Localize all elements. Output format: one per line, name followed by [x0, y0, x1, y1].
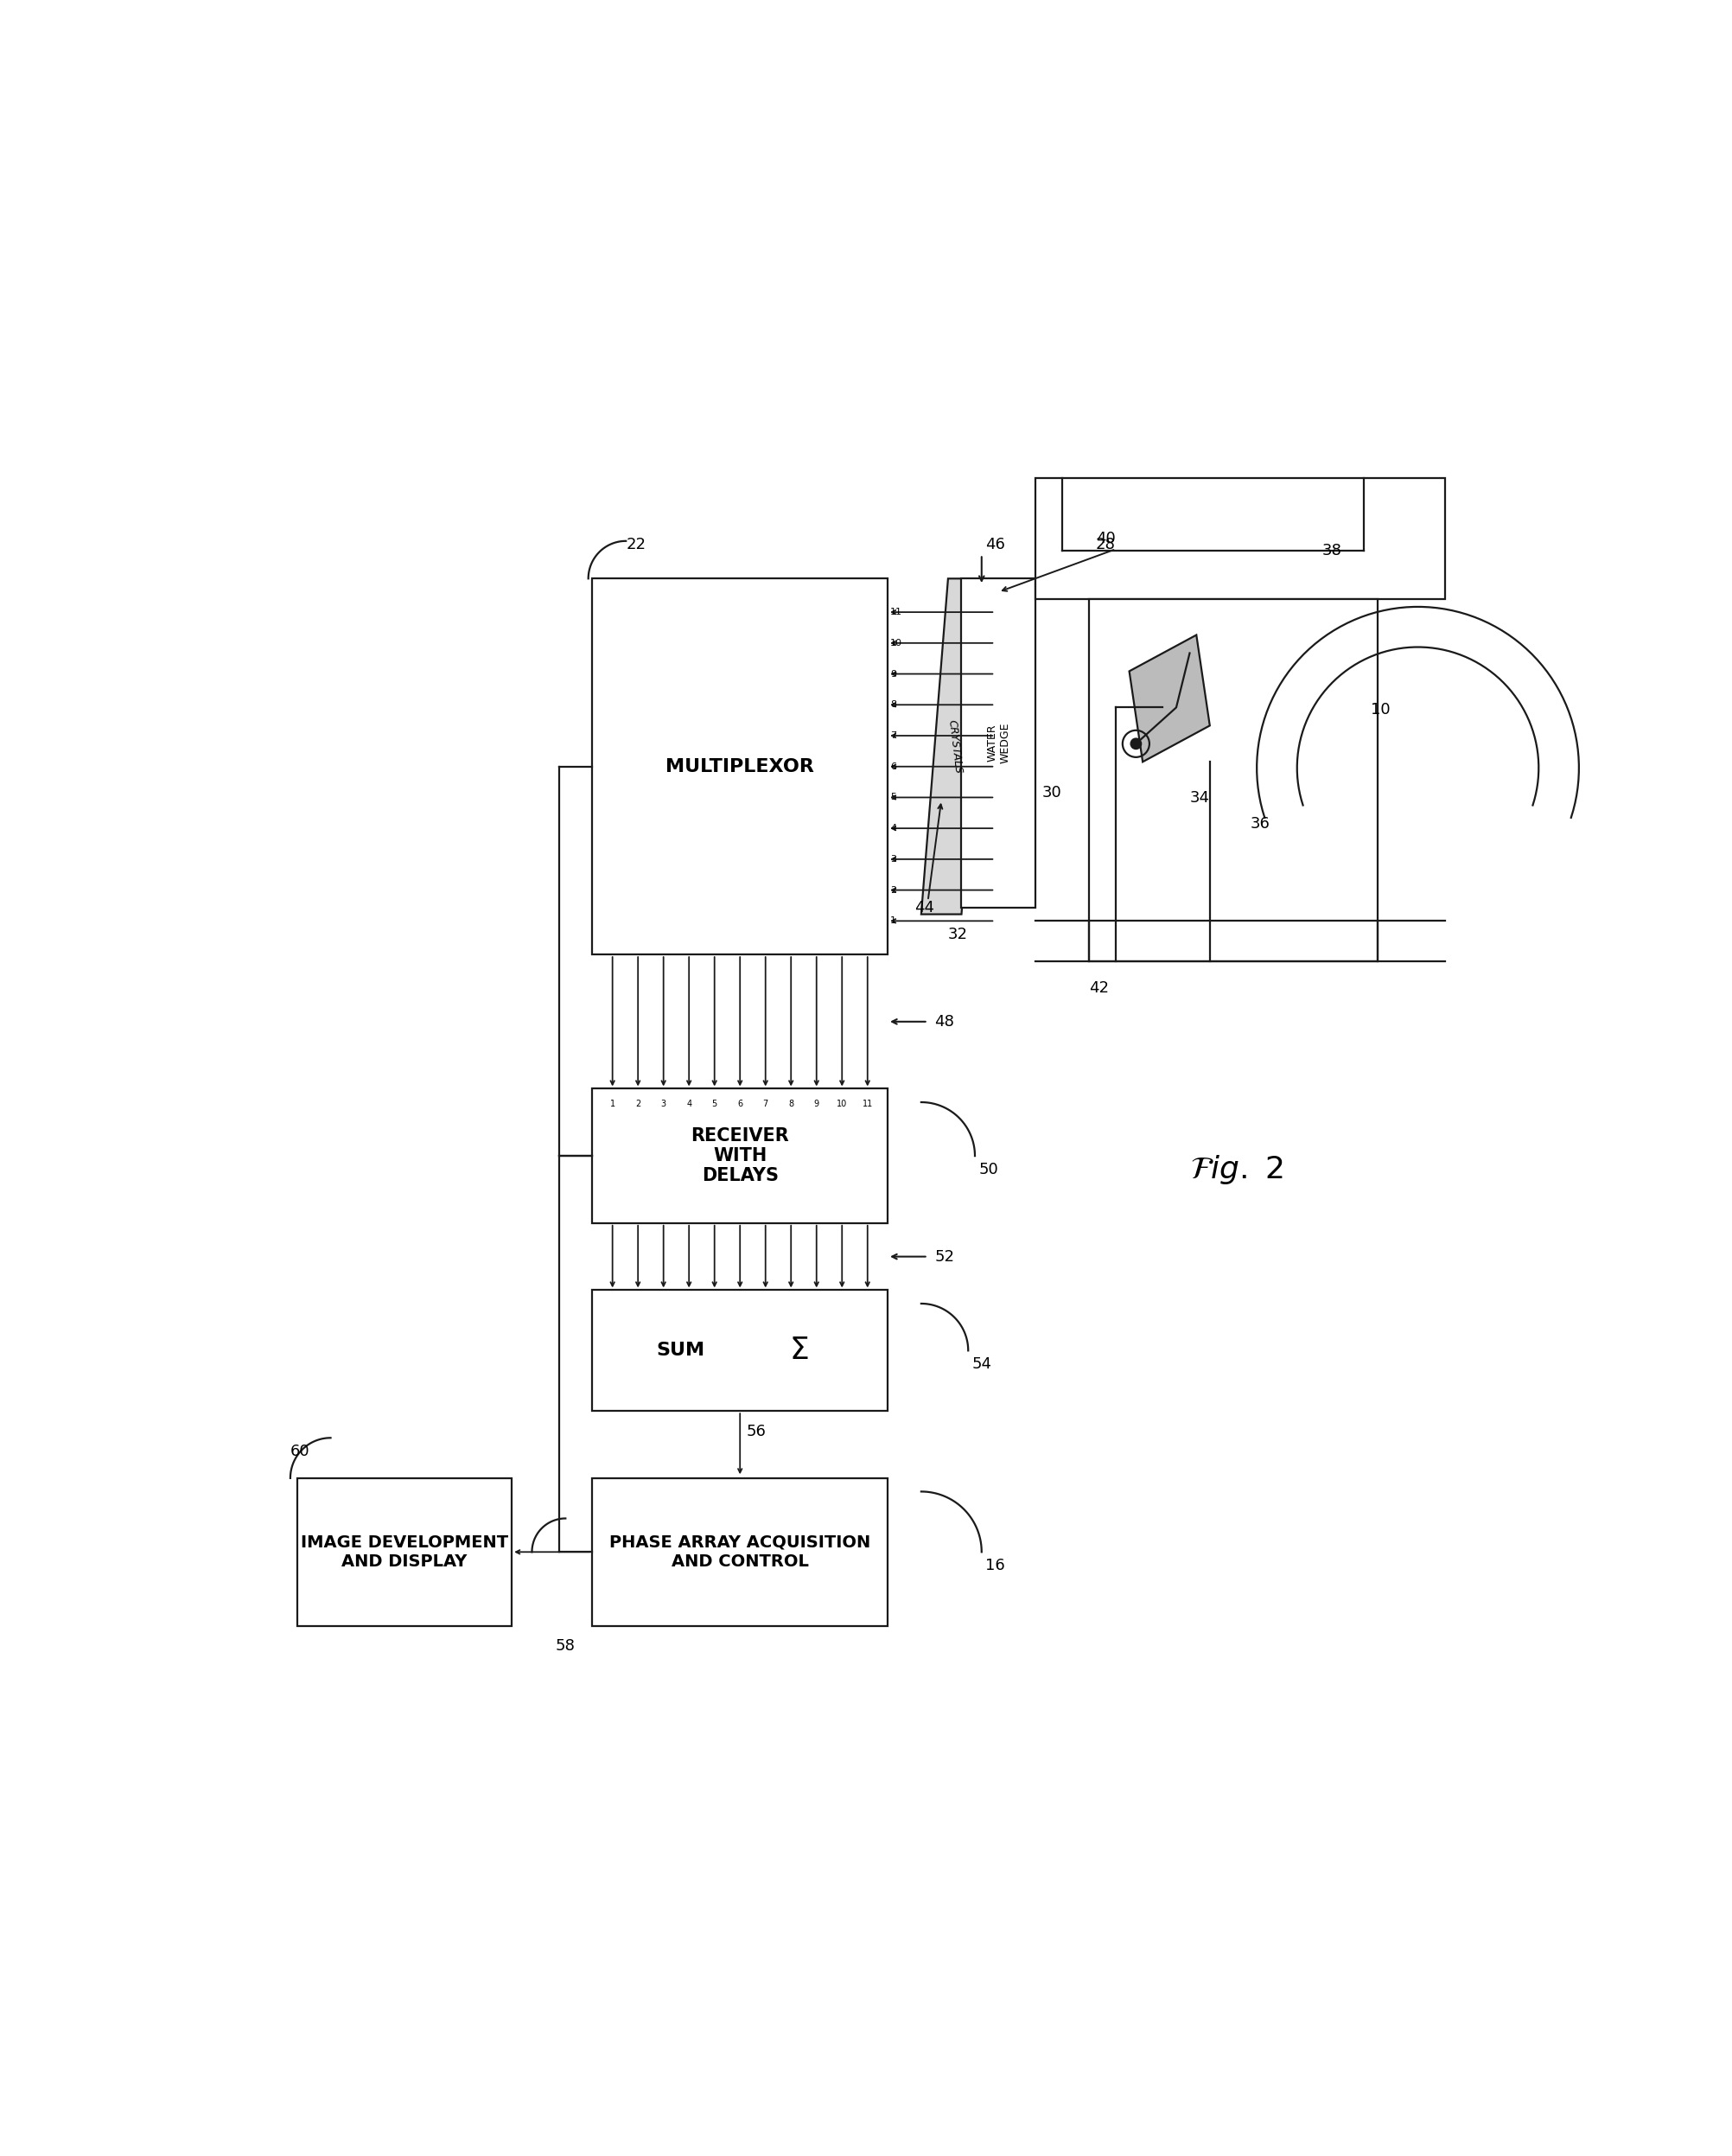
- Text: 8: 8: [788, 1100, 793, 1108]
- Bar: [1089, 599, 1377, 962]
- Text: 5: 5: [890, 793, 897, 802]
- Text: $\mathcal{F}ig.\ 2$: $\mathcal{F}ig.\ 2$: [1190, 1153, 1283, 1186]
- Text: WATER
WEDGE: WATER WEDGE: [986, 722, 1010, 763]
- Text: 4: 4: [890, 824, 897, 832]
- Text: PHASE ARRAY ACQUISITION
AND CONTROL: PHASE ARRAY ACQUISITION AND CONTROL: [610, 1535, 871, 1570]
- Text: 38: 38: [1322, 543, 1342, 558]
- Polygon shape: [921, 578, 989, 914]
- Text: 3: 3: [662, 1100, 667, 1108]
- Text: 2: 2: [636, 1100, 641, 1108]
- Text: 6: 6: [738, 1100, 743, 1108]
- Text: 11: 11: [890, 608, 902, 617]
- Text: 60: 60: [291, 1445, 310, 1460]
- Text: 16: 16: [986, 1557, 1005, 1574]
- Text: 58: 58: [556, 1639, 575, 1654]
- Text: 11: 11: [863, 1100, 873, 1108]
- Text: 48: 48: [935, 1013, 954, 1028]
- Bar: [961, 578, 1036, 908]
- Text: 50: 50: [979, 1162, 999, 1177]
- Text: 9: 9: [814, 1100, 819, 1108]
- Text: 2: 2: [890, 886, 897, 895]
- Text: 54: 54: [972, 1356, 992, 1371]
- Bar: [592, 1089, 889, 1222]
- Text: 28: 28: [1096, 537, 1115, 552]
- Text: 46: 46: [986, 537, 1005, 552]
- Text: 22: 22: [625, 537, 646, 552]
- Text: 4: 4: [686, 1100, 691, 1108]
- Text: IMAGE DEVELOPMENT
AND DISPLAY: IMAGE DEVELOPMENT AND DISPLAY: [301, 1535, 507, 1570]
- Text: 1: 1: [610, 1100, 615, 1108]
- Text: 30: 30: [1043, 785, 1062, 800]
- Text: CRYSTALS: CRYSTALS: [946, 718, 963, 774]
- Text: 10: 10: [1372, 703, 1391, 718]
- Text: 40: 40: [1096, 530, 1115, 545]
- Text: 7: 7: [762, 1100, 769, 1108]
- Text: 9: 9: [890, 671, 897, 679]
- Text: 1: 1: [890, 916, 897, 925]
- Bar: [592, 1289, 889, 1410]
- Text: 52: 52: [935, 1248, 954, 1263]
- Text: 34: 34: [1190, 791, 1209, 806]
- Polygon shape: [1129, 636, 1209, 761]
- Text: 56: 56: [746, 1423, 767, 1438]
- Text: Σ: Σ: [790, 1337, 809, 1365]
- Text: 5: 5: [712, 1100, 717, 1108]
- Text: 6: 6: [890, 763, 897, 772]
- Text: 42: 42: [1089, 981, 1108, 996]
- Bar: [592, 1479, 889, 1626]
- Bar: [592, 578, 889, 955]
- Text: SUM: SUM: [656, 1341, 705, 1358]
- Bar: [298, 1479, 513, 1626]
- Bar: [1036, 479, 1444, 599]
- Text: 36: 36: [1251, 815, 1270, 832]
- Text: 44: 44: [914, 899, 934, 916]
- Circle shape: [1131, 737, 1141, 748]
- Text: 7: 7: [890, 731, 897, 740]
- Text: RECEIVER
WITH
DELAYS: RECEIVER WITH DELAYS: [691, 1128, 790, 1184]
- Text: 32: 32: [947, 927, 968, 942]
- Text: 8: 8: [890, 701, 897, 709]
- Text: 3: 3: [890, 856, 897, 865]
- Text: MULTIPLEXOR: MULTIPLEXOR: [665, 759, 814, 776]
- Text: 10: 10: [890, 638, 902, 647]
- Text: 10: 10: [837, 1100, 847, 1108]
